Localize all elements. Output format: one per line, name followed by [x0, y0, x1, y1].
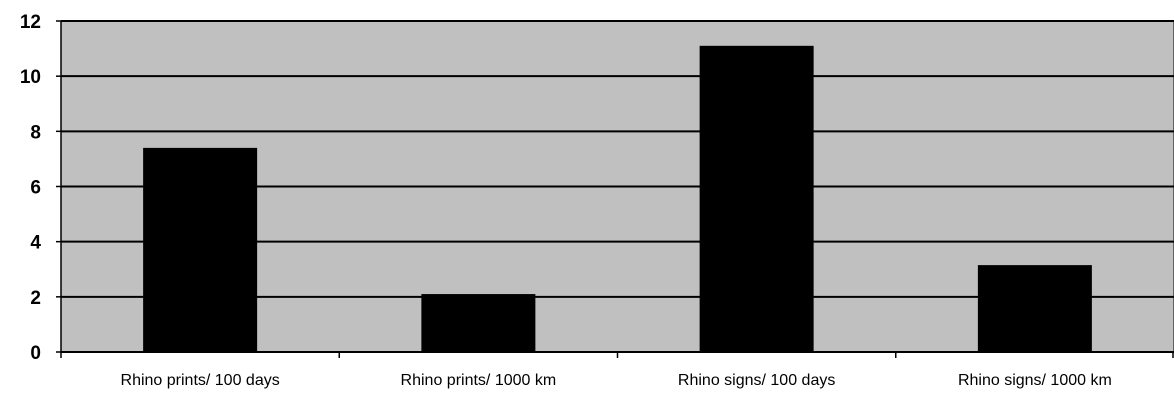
y-tick-label: 12	[20, 12, 41, 33]
axes	[56, 20, 1174, 358]
y-tick-label: 0	[30, 343, 41, 364]
x-tick-label: Rhino signs/ 100 days	[678, 372, 835, 389]
y-tick-label: 2	[30, 288, 41, 309]
x-tick-label: Rhino signs/ 1000 km	[958, 372, 1112, 389]
x-tick-label: Rhino prints/ 100 days	[121, 372, 280, 389]
bar	[977, 265, 1092, 352]
bar	[421, 294, 536, 352]
y-tick-label: 4	[30, 233, 41, 254]
bar	[143, 147, 258, 352]
y-tick-label: 8	[30, 122, 41, 143]
y-tick-labels: 0 2 4 6 8 10 12	[20, 12, 42, 364]
y-tick-label: 10	[20, 67, 41, 88]
bars	[143, 45, 1092, 352]
y-tick-label: 6	[30, 178, 41, 199]
x-tick-label: Rhino prints/ 1000 km	[401, 372, 557, 389]
x-tick-labels: Rhino prints/ 100 days Rhino prints/ 1000…	[121, 372, 1112, 389]
bar	[699, 45, 814, 352]
